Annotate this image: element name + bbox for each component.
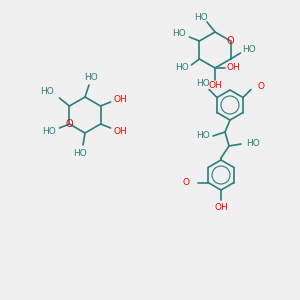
Text: HO: HO bbox=[73, 148, 87, 158]
Text: HO: HO bbox=[196, 131, 210, 140]
Text: HO: HO bbox=[246, 139, 260, 148]
Text: OH: OH bbox=[226, 64, 240, 73]
Text: HO: HO bbox=[43, 127, 56, 136]
Text: HO: HO bbox=[84, 74, 98, 82]
Text: O: O bbox=[182, 178, 190, 187]
Text: O: O bbox=[66, 119, 73, 129]
Text: OH: OH bbox=[208, 82, 222, 91]
Text: HO: HO bbox=[242, 46, 256, 55]
Text: OH: OH bbox=[214, 202, 228, 211]
Text: HO: HO bbox=[196, 79, 210, 88]
Text: HO: HO bbox=[176, 64, 189, 73]
Text: O: O bbox=[227, 36, 234, 46]
Text: HO: HO bbox=[194, 14, 208, 22]
Text: HO: HO bbox=[172, 29, 186, 38]
Text: OH: OH bbox=[114, 127, 128, 136]
Text: HO: HO bbox=[40, 88, 54, 97]
Text: O: O bbox=[257, 82, 265, 91]
Text: OH: OH bbox=[114, 95, 128, 104]
